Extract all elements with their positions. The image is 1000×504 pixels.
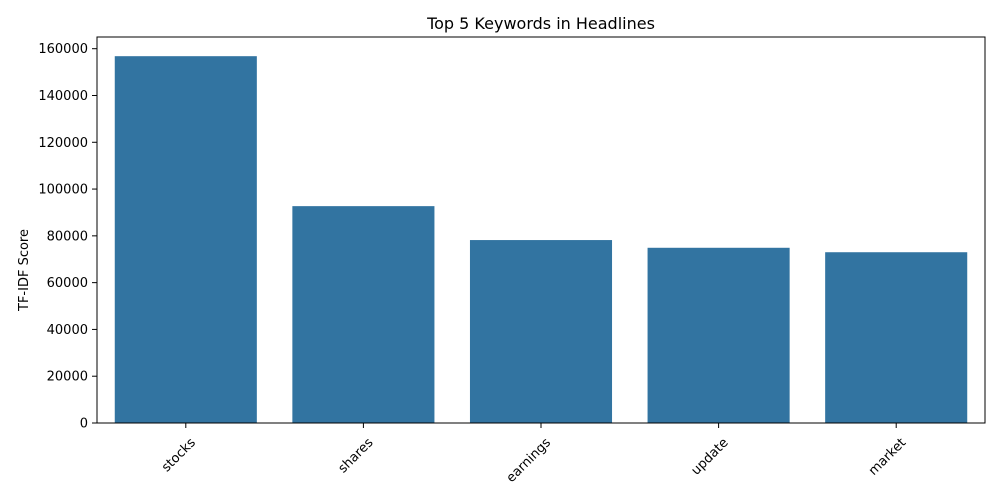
bars: [114, 56, 968, 423]
bar-shares: [292, 206, 435, 423]
y-tick-label: 120000: [38, 136, 88, 151]
y-tick-label: 80000: [47, 229, 88, 244]
y-axis-ticks: 0 20000 40000 60000 80000 100000 120000 140000 1…: [38, 42, 97, 432]
x-tick-label-market: market: [866, 435, 909, 478]
bar-stocks: [114, 56, 257, 423]
y-tick-label: 20000: [47, 370, 88, 385]
y-tick-label: 100000: [38, 183, 88, 198]
y-axis-label: TF-IDF Score: [17, 229, 32, 312]
x-tick-label-update: update: [689, 435, 732, 478]
x-tick-label-shares: shares: [336, 435, 377, 476]
y-tick-label: 160000: [38, 42, 88, 57]
y-tick-label: 0: [80, 417, 88, 432]
bar-earnings: [469, 240, 613, 423]
y-tick-label: 40000: [47, 323, 88, 338]
x-tick-label-earnings: earnings: [504, 435, 555, 486]
plot-frame: [96, 36, 986, 424]
x-tick-label-stocks: stocks: [159, 435, 199, 475]
chart-title: Top 5 Keywords in Headlines: [426, 14, 655, 33]
x-axis-ticks: stocks shares earnings update market: [159, 423, 909, 486]
bar-update: [647, 247, 790, 423]
y-tick-label: 60000: [47, 276, 88, 291]
bar-market: [825, 252, 968, 423]
y-tick-label: 140000: [38, 89, 88, 104]
